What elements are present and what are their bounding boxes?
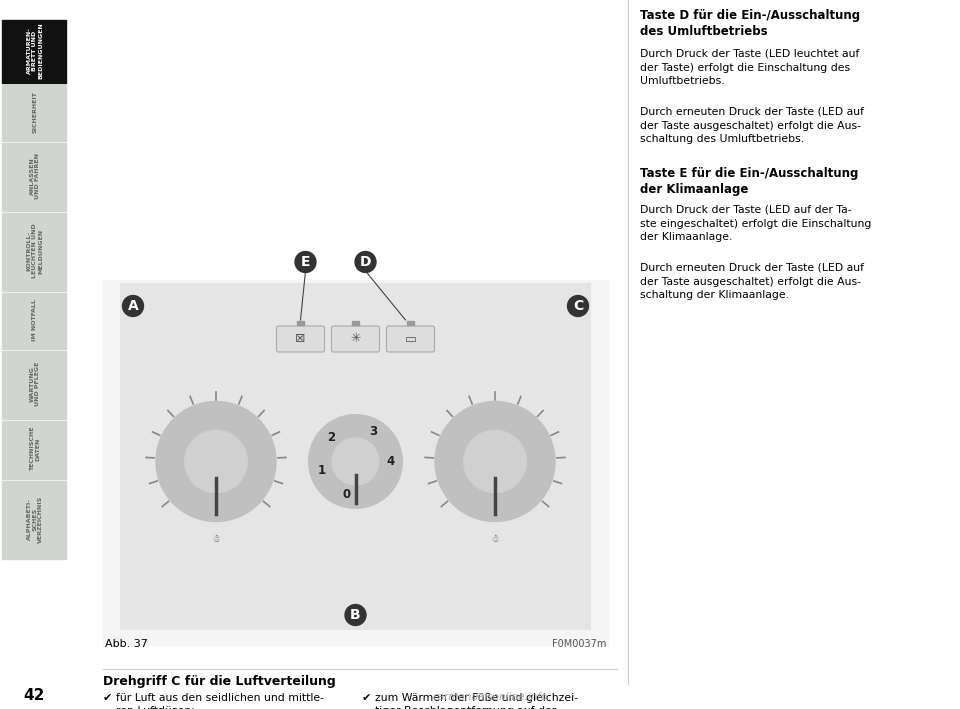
Text: 3: 3 <box>369 425 377 438</box>
Circle shape <box>309 415 402 508</box>
Text: Durch erneuten Druck der Taste (LED auf
der Taste ausgeschaltet) erfolgt die Aus: Durch erneuten Druck der Taste (LED auf … <box>640 107 864 144</box>
Bar <box>407 321 414 325</box>
Text: E: E <box>300 255 310 269</box>
Bar <box>121 284 590 629</box>
Text: 42: 42 <box>23 688 45 703</box>
Text: ⊠: ⊠ <box>296 333 305 345</box>
Text: Abb. 37: Abb. 37 <box>105 639 148 649</box>
FancyBboxPatch shape <box>276 326 324 352</box>
FancyBboxPatch shape <box>331 326 379 352</box>
Text: TECHNISCHE
DATEN: TECHNISCHE DATEN <box>30 427 40 471</box>
Text: IM NOTFALL: IM NOTFALL <box>33 299 37 341</box>
Bar <box>2 85 66 141</box>
Circle shape <box>464 430 526 493</box>
Text: ARMATUREN-
BRETT UND
BEDIENGUNGEN: ARMATUREN- BRETT UND BEDIENGUNGEN <box>27 22 43 79</box>
Text: Durch Druck der Taste (LED leuchtet auf
der Taste) erfolgt die Einschaltung des
: Durch Druck der Taste (LED leuchtet auf … <box>640 49 859 86</box>
Text: A: A <box>128 299 138 313</box>
Circle shape <box>156 401 276 522</box>
Bar <box>297 321 304 325</box>
Text: ✔: ✔ <box>103 693 112 703</box>
Text: Durch erneuten Druck der Taste (LED auf
der Taste ausgeschaltet) erfolgt die Aus: Durch erneuten Druck der Taste (LED auf … <box>640 263 864 300</box>
Text: ✔: ✔ <box>362 693 372 703</box>
Text: 0: 0 <box>343 489 350 501</box>
Bar <box>2 351 66 419</box>
Bar <box>0 0 68 709</box>
Text: carmanualsonline.info: carmanualsonline.info <box>432 692 547 702</box>
Text: ✳: ✳ <box>350 333 361 345</box>
FancyBboxPatch shape <box>387 326 435 352</box>
Text: KONTROLL-
LEUCHTEN UND
MELDUNGEN: KONTROLL- LEUCHTEN UND MELDUNGEN <box>27 223 43 279</box>
Text: ▭: ▭ <box>404 333 417 345</box>
Text: SICHERHEIT: SICHERHEIT <box>33 91 37 133</box>
Text: ANLASSEN
UND FAHREN: ANLASSEN UND FAHREN <box>30 153 40 199</box>
Text: C: C <box>573 299 583 313</box>
Text: WARTUNG
UND PFLEGE: WARTUNG UND PFLEGE <box>30 362 40 406</box>
Text: 4: 4 <box>386 455 395 468</box>
Bar <box>103 280 608 645</box>
Text: ALPHABETI-
SCHES
VERZEICHNIS: ALPHABETI- SCHES VERZEICHNIS <box>27 496 43 542</box>
Bar <box>2 213 66 291</box>
Bar <box>2 481 66 559</box>
Text: 2: 2 <box>327 430 335 444</box>
Circle shape <box>184 430 248 493</box>
Text: Taste D für die Ein-/Ausschaltung
des Umluftbetriebs: Taste D für die Ein-/Ausschaltung des Um… <box>640 9 860 38</box>
Bar <box>2 293 66 349</box>
Text: zum Wärmen der Füße und gleichzei-
tiger Beschlagentfernung auf der
Windschutzsc: zum Wärmen der Füße und gleichzei- tiger… <box>375 693 578 709</box>
Circle shape <box>332 438 379 485</box>
Bar <box>2 421 66 479</box>
Text: 1: 1 <box>318 464 326 477</box>
Bar <box>2 143 66 211</box>
Text: D: D <box>360 255 372 269</box>
Text: für Luft aus den seidlichen und mittle-
ren Luftdüsen;: für Luft aus den seidlichen und mittle- … <box>116 693 324 709</box>
Bar <box>352 321 359 325</box>
Text: Durch Druck der Taste (LED auf der Ta-
ste eingeschaltet) erfolgt die Einschaltu: Durch Druck der Taste (LED auf der Ta- s… <box>640 205 872 242</box>
Circle shape <box>435 401 555 522</box>
Text: Taste E für die Ein-/Ausschaltung
der Klimaanlage: Taste E für die Ein-/Ausschaltung der Kl… <box>640 167 858 196</box>
Text: ☃: ☃ <box>491 535 499 545</box>
Text: ☃: ☃ <box>211 535 221 545</box>
Text: F0M0037m: F0M0037m <box>552 639 606 649</box>
Text: B: B <box>350 608 361 622</box>
Bar <box>2 20 66 83</box>
Text: Drehgriff C für die Luftverteilung: Drehgriff C für die Luftverteilung <box>103 675 336 688</box>
